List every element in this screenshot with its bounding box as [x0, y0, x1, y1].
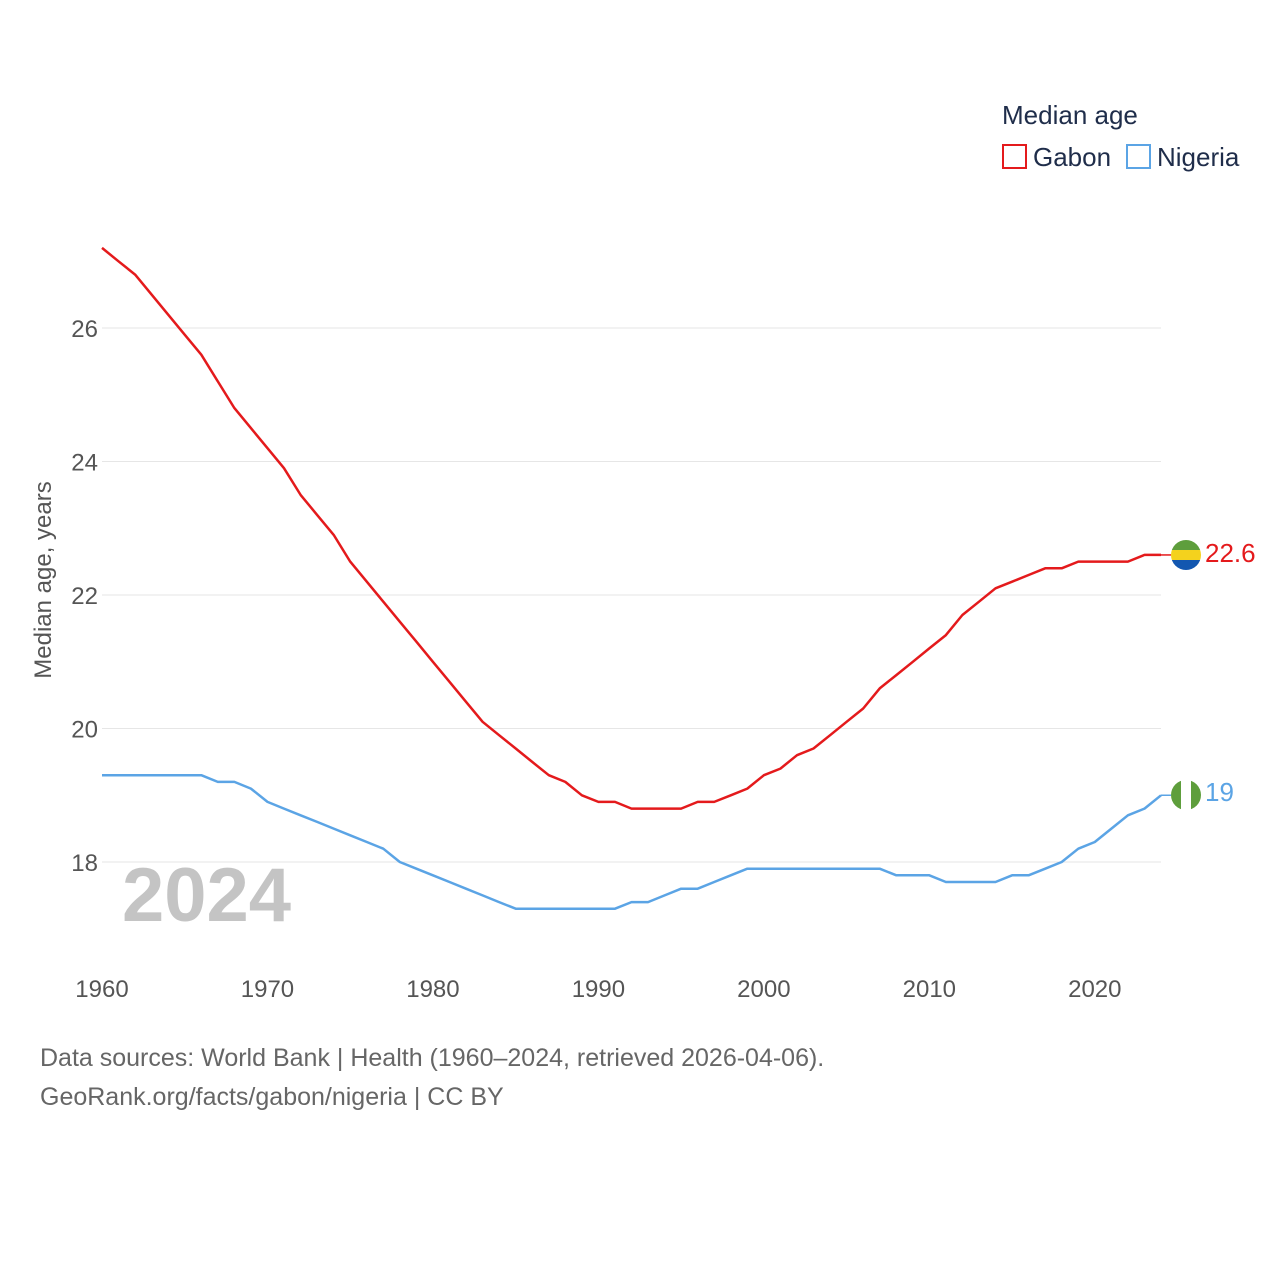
x-axis-ticks: 1960 1970 1980 1990 2000 2010 2020 — [75, 976, 1121, 1003]
x-tick-label-2000: 2000 — [737, 976, 790, 1003]
y-tick-label-20: 20 — [71, 717, 98, 744]
x-tick-label-1970: 1970 — [241, 976, 294, 1003]
source-url-link[interactable]: GeoRank.org/facts/gabon/nigeria | CC BY — [40, 1083, 504, 1111]
series-line-gabon[interactable] — [101, 246, 1161, 810]
year-watermark: 2024 — [122, 853, 291, 938]
x-tick-label-1960: 1960 — [75, 976, 128, 1003]
nigeria-flag-icon — [1171, 780, 1201, 810]
y-tick-label-22: 22 — [71, 583, 98, 610]
legend-swatch-nigeria[interactable] — [1126, 144, 1151, 169]
x-tick-label-1990: 1990 — [572, 976, 625, 1003]
x-tick-label-2020: 2020 — [1068, 976, 1121, 1003]
legend-label-nigeria[interactable]: Nigeria — [1157, 142, 1240, 172]
y-tick-label-26: 26 — [71, 316, 98, 343]
gabon-flag-icon — [1171, 540, 1201, 570]
legend-title: Median age — [1002, 100, 1138, 130]
legend-swatch-gabon[interactable] — [1002, 144, 1027, 169]
series-line-nigeria[interactable] — [102, 773, 1162, 910]
x-tick-label-1980: 1980 — [406, 976, 459, 1003]
series-lines — [101, 246, 1171, 910]
gabon-end-value: 22.6 — [1205, 538, 1256, 568]
legend: Median age Gabon Nigeria — [1002, 100, 1240, 172]
x-tick-label-2010: 2010 — [903, 976, 956, 1003]
data-source-note: Data sources: World Bank | Health (1960–… — [40, 1044, 825, 1072]
y-tick-label-18: 18 — [71, 850, 98, 877]
legend-label-gabon[interactable]: Gabon — [1033, 142, 1111, 172]
y-axis-title: Median age, years — [30, 481, 57, 678]
y-axis-ticks: 18 20 22 24 26 — [71, 316, 98, 877]
y-tick-label-24: 24 — [71, 450, 98, 477]
nigeria-end-value: 19 — [1205, 777, 1234, 807]
grid-lines — [102, 327, 1161, 863]
